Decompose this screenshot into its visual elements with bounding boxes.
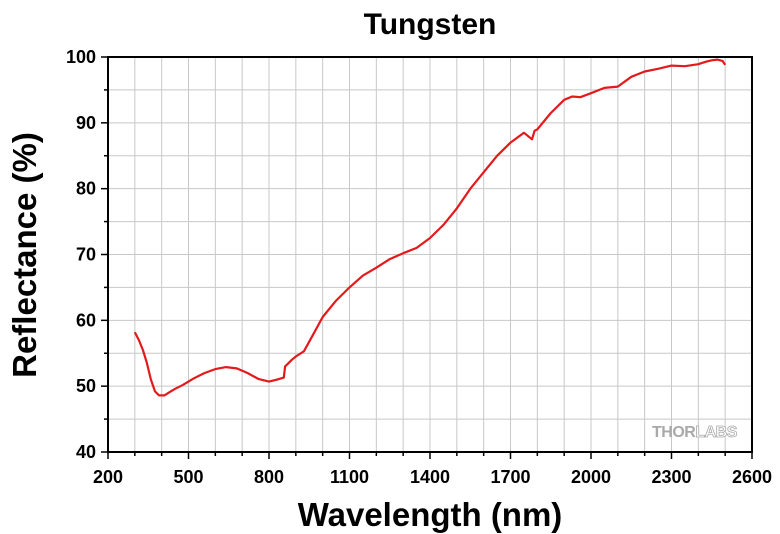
y-tick-label: 40	[76, 442, 96, 462]
x-tick-label: 500	[173, 467, 203, 487]
watermark-thor: THOR	[652, 424, 696, 441]
y-tick-label: 80	[76, 179, 96, 199]
reflectance-line	[133, 58, 727, 397]
axis-ticks	[101, 56, 753, 459]
watermark-labs: LABS	[695, 424, 737, 441]
y-tick-label: 90	[76, 113, 96, 133]
x-tick-label: 2600	[732, 467, 772, 487]
grid	[108, 57, 752, 452]
y-tick-label: 50	[76, 376, 96, 396]
tick-labels: 200 500 800 1100 1400 1700 2000 2300 2600 40 50 60 7…	[66, 47, 772, 487]
x-tick-label: 1400	[410, 467, 450, 487]
y-tick-label: 60	[76, 310, 96, 330]
x-tick-label: 1700	[490, 467, 530, 487]
series-layer	[133, 58, 727, 397]
thorlabs-watermark: THORLABS	[652, 424, 738, 441]
x-axis-label: Wavelength (nm)	[298, 496, 563, 533]
chart-title: Tungsten	[364, 8, 497, 41]
y-tick-label: 70	[76, 245, 96, 265]
x-tick-label: 2000	[571, 467, 611, 487]
x-tick-label: 2300	[651, 467, 691, 487]
y-axis-label: Reflectance (%)	[6, 132, 43, 378]
x-tick-label: 1100	[330, 467, 369, 487]
x-tick-label: 200	[93, 467, 123, 487]
y-tick-label: 100	[66, 47, 96, 67]
x-tick-label: 800	[254, 467, 284, 487]
